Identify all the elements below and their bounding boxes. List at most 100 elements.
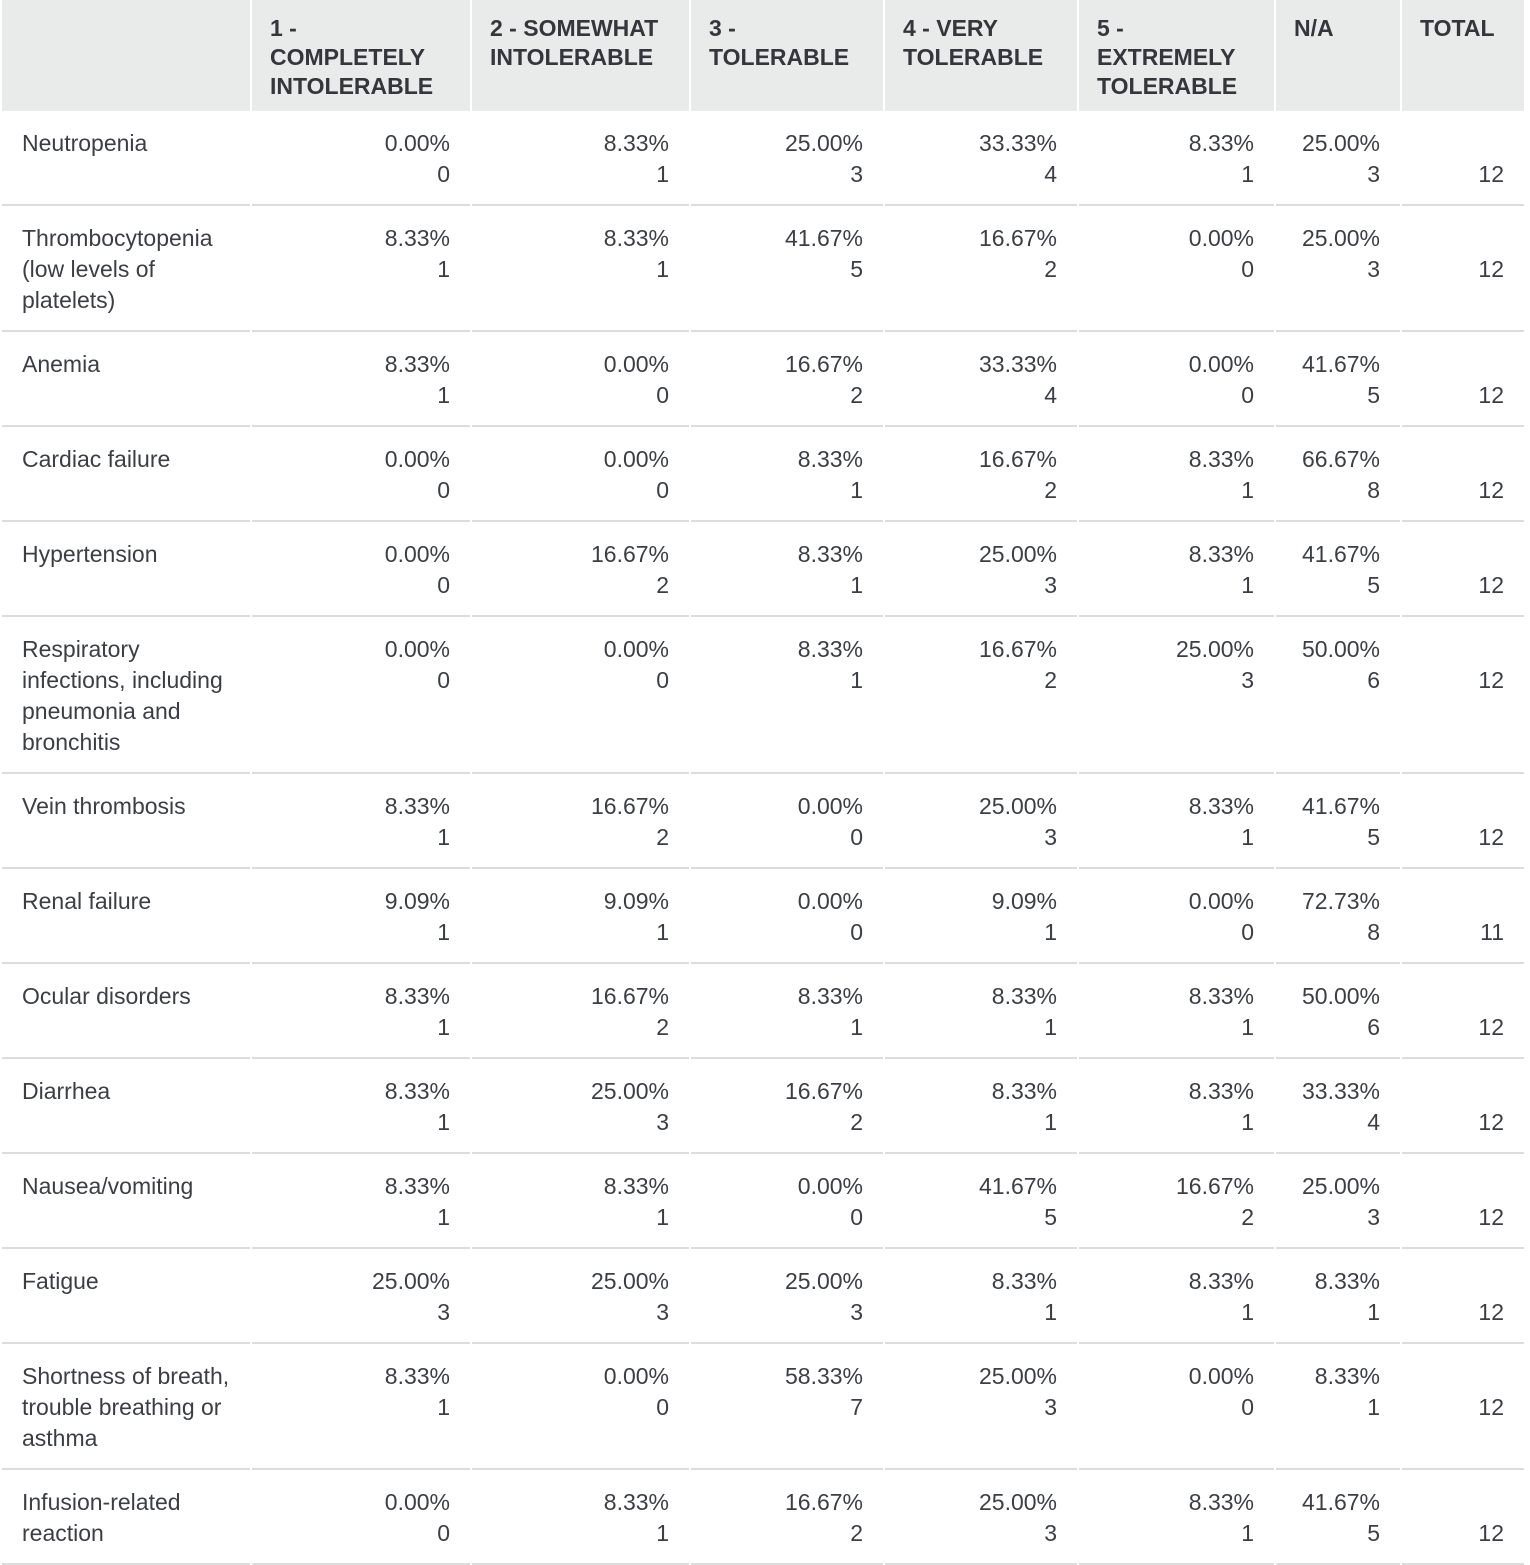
count-value: 0: [437, 161, 450, 187]
percent-value: 0.00%: [384, 446, 450, 472]
count-value: 0: [437, 572, 450, 598]
count-value: 5: [850, 256, 863, 282]
table-row: Renal failure 9.09% 1 9.09% 1 0.00% 0 9.09% 1 0.0…: [2, 869, 1524, 964]
count-value: 3: [1044, 824, 1057, 850]
response-cell: 8.33% 1: [472, 111, 689, 206]
percent-value: 0.00%: [603, 636, 669, 662]
response-cell: 9.09% 1: [885, 869, 1077, 964]
response-cell: 0.00% 0: [252, 427, 470, 522]
response-cell: 41.67% 5: [1276, 332, 1400, 427]
row-label: Shortness of breath, trouble breathing o…: [2, 1344, 250, 1470]
response-cell: 8.33% 1: [1079, 522, 1274, 617]
percent-value: 8.33%: [797, 446, 863, 472]
percent-value: 33.33%: [978, 130, 1057, 156]
percent-value: 0.00%: [384, 1489, 450, 1515]
percent-value: 58.33%: [784, 1363, 863, 1389]
response-cell: 25.00% 3: [691, 111, 883, 206]
response-cell: 16.67% 2: [885, 617, 1077, 774]
percent-value: 8.33%: [1188, 1078, 1254, 1104]
response-cell: 25.00% 3: [472, 1059, 689, 1154]
count-value: 3: [1044, 1394, 1057, 1420]
count-value: 8: [1367, 477, 1380, 503]
percent-value: 8.33%: [1314, 1268, 1380, 1294]
percent-value: 25.00%: [978, 1363, 1057, 1389]
percent-value: 50.00%: [1301, 983, 1380, 1009]
count-value: 5: [1367, 1520, 1380, 1546]
row-label: Neutropenia: [2, 111, 250, 206]
response-cell: 8.33% 1: [885, 1059, 1077, 1154]
percent-value: 0.00%: [797, 1173, 863, 1199]
percent-value: 41.67%: [1301, 793, 1380, 819]
count-value: 1: [1241, 1520, 1254, 1546]
count-value: 1: [1241, 824, 1254, 850]
percent-value: 41.67%: [1301, 351, 1380, 377]
count-value: 3: [656, 1299, 669, 1325]
row-label: Renal failure: [2, 869, 250, 964]
response-cell: 33.33% 4: [885, 111, 1077, 206]
response-cell: 16.67% 2: [1079, 1154, 1274, 1249]
response-cell: 25.00% 3: [885, 522, 1077, 617]
percent-value: 8.33%: [1188, 130, 1254, 156]
total-value: 12: [1402, 1470, 1524, 1565]
response-cell: 8.33% 1: [472, 206, 689, 332]
percent-value: 8.33%: [1188, 983, 1254, 1009]
response-cell: 25.00% 3: [252, 1249, 470, 1344]
percent-value: 33.33%: [978, 351, 1057, 377]
percent-value: 16.67%: [1175, 1173, 1254, 1199]
response-cell: 25.00% 3: [1276, 111, 1400, 206]
count-value: 3: [656, 1109, 669, 1135]
response-cell: 8.33% 1: [1276, 1344, 1400, 1470]
percent-value: 16.67%: [590, 983, 669, 1009]
response-cell: 0.00% 0: [1079, 1344, 1274, 1470]
total-value: 12: [1402, 1059, 1524, 1154]
response-cell: 8.33% 1: [252, 206, 470, 332]
response-cell: 8.33% 1: [885, 964, 1077, 1059]
table-row: Neutropenia 0.00% 0 8.33% 1 25.00% 3 33.33% 4 8.3…: [2, 111, 1524, 206]
response-cell: 8.33% 1: [252, 1059, 470, 1154]
header-row: 1 - COMPLETELY INTOLERABLE 2 - SOMEWHAT …: [2, 0, 1524, 111]
percent-value: 9.09%: [603, 888, 669, 914]
response-cell: 41.67% 5: [1276, 522, 1400, 617]
count-value: 3: [1367, 1204, 1380, 1230]
count-value: 1: [656, 1204, 669, 1230]
count-value: 1: [1367, 1299, 1380, 1325]
percent-value: 66.67%: [1301, 446, 1380, 472]
percent-value: 8.33%: [1188, 793, 1254, 819]
count-value: 8: [1367, 919, 1380, 945]
count-value: 2: [1241, 1204, 1254, 1230]
response-cell: 58.33% 7: [691, 1344, 883, 1470]
percent-value: 16.67%: [784, 351, 863, 377]
row-label: Fatigue: [2, 1249, 250, 1344]
response-cell: 8.33% 1: [1079, 1249, 1274, 1344]
count-value: 0: [850, 919, 863, 945]
header-very-tolerable: 4 - VERY TOLERABLE: [885, 0, 1077, 111]
total-value: 12: [1402, 522, 1524, 617]
count-value: 3: [1044, 572, 1057, 598]
percent-value: 8.33%: [991, 1078, 1057, 1104]
percent-value: 41.67%: [1301, 1489, 1380, 1515]
count-value: 0: [1241, 382, 1254, 408]
response-cell: 16.67% 2: [691, 1059, 883, 1154]
percent-value: 16.67%: [978, 446, 1057, 472]
count-value: 0: [437, 667, 450, 693]
row-label: Thrombocytopenia (low levels of platelet…: [2, 206, 250, 332]
count-value: 1: [437, 382, 450, 408]
count-value: 0: [656, 1394, 669, 1420]
table-row: Fatigue 25.00% 3 25.00% 3 25.00% 3 8.33% 1 8.33% 1…: [2, 1249, 1524, 1344]
response-cell: 8.33% 1: [252, 964, 470, 1059]
total-value: 12: [1402, 111, 1524, 206]
percent-value: 8.33%: [603, 130, 669, 156]
response-cell: 0.00% 0: [252, 522, 470, 617]
percent-value: 16.67%: [978, 225, 1057, 251]
percent-value: 8.33%: [384, 1363, 450, 1389]
count-value: 4: [1367, 1109, 1380, 1135]
response-cell: 8.33% 1: [252, 332, 470, 427]
response-cell: 0.00% 0: [252, 1470, 470, 1565]
total-value: 12: [1402, 1154, 1524, 1249]
count-value: 0: [1241, 256, 1254, 282]
table-row: Diarrhea 8.33% 1 25.00% 3 16.67% 2 8.33% 1 8.33% 1…: [2, 1059, 1524, 1154]
percent-value: 0.00%: [1188, 225, 1254, 251]
percent-value: 25.00%: [978, 1489, 1057, 1515]
header-tolerable: 3 - TOLERABLE: [691, 0, 883, 111]
percent-value: 25.00%: [590, 1268, 669, 1294]
